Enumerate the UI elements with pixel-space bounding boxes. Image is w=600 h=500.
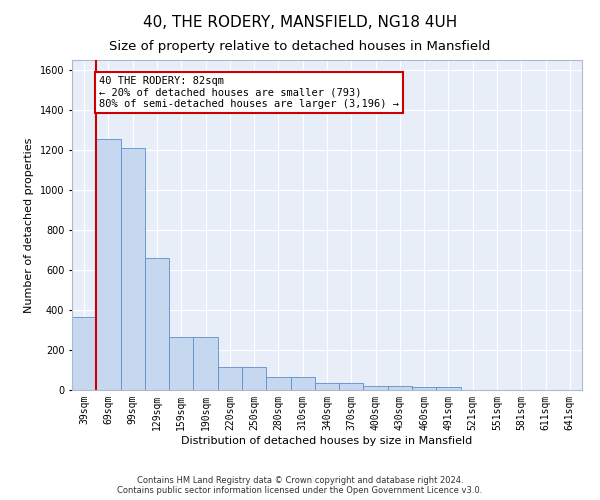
Text: 40, THE RODERY, MANSFIELD, NG18 4UH: 40, THE RODERY, MANSFIELD, NG18 4UH — [143, 15, 457, 30]
Bar — [315, 383, 339, 390]
Bar — [121, 148, 145, 390]
Y-axis label: Number of detached properties: Number of detached properties — [24, 138, 34, 312]
Bar — [412, 387, 436, 390]
Bar — [388, 386, 412, 390]
Bar — [96, 139, 121, 390]
X-axis label: Distribution of detached houses by size in Mansfield: Distribution of detached houses by size … — [181, 436, 473, 446]
Text: Size of property relative to detached houses in Mansfield: Size of property relative to detached ho… — [109, 40, 491, 53]
Bar — [218, 367, 242, 390]
Bar — [436, 387, 461, 390]
Text: 40 THE RODERY: 82sqm
← 20% of detached houses are smaller (793)
80% of semi-deta: 40 THE RODERY: 82sqm ← 20% of detached h… — [99, 76, 399, 109]
Bar — [290, 377, 315, 390]
Bar — [193, 337, 218, 390]
Bar — [145, 258, 169, 390]
Bar — [364, 386, 388, 390]
Bar — [339, 383, 364, 390]
Bar — [72, 317, 96, 390]
Text: Contains HM Land Registry data © Crown copyright and database right 2024.
Contai: Contains HM Land Registry data © Crown c… — [118, 476, 482, 495]
Bar — [266, 377, 290, 390]
Bar — [169, 337, 193, 390]
Bar — [242, 367, 266, 390]
